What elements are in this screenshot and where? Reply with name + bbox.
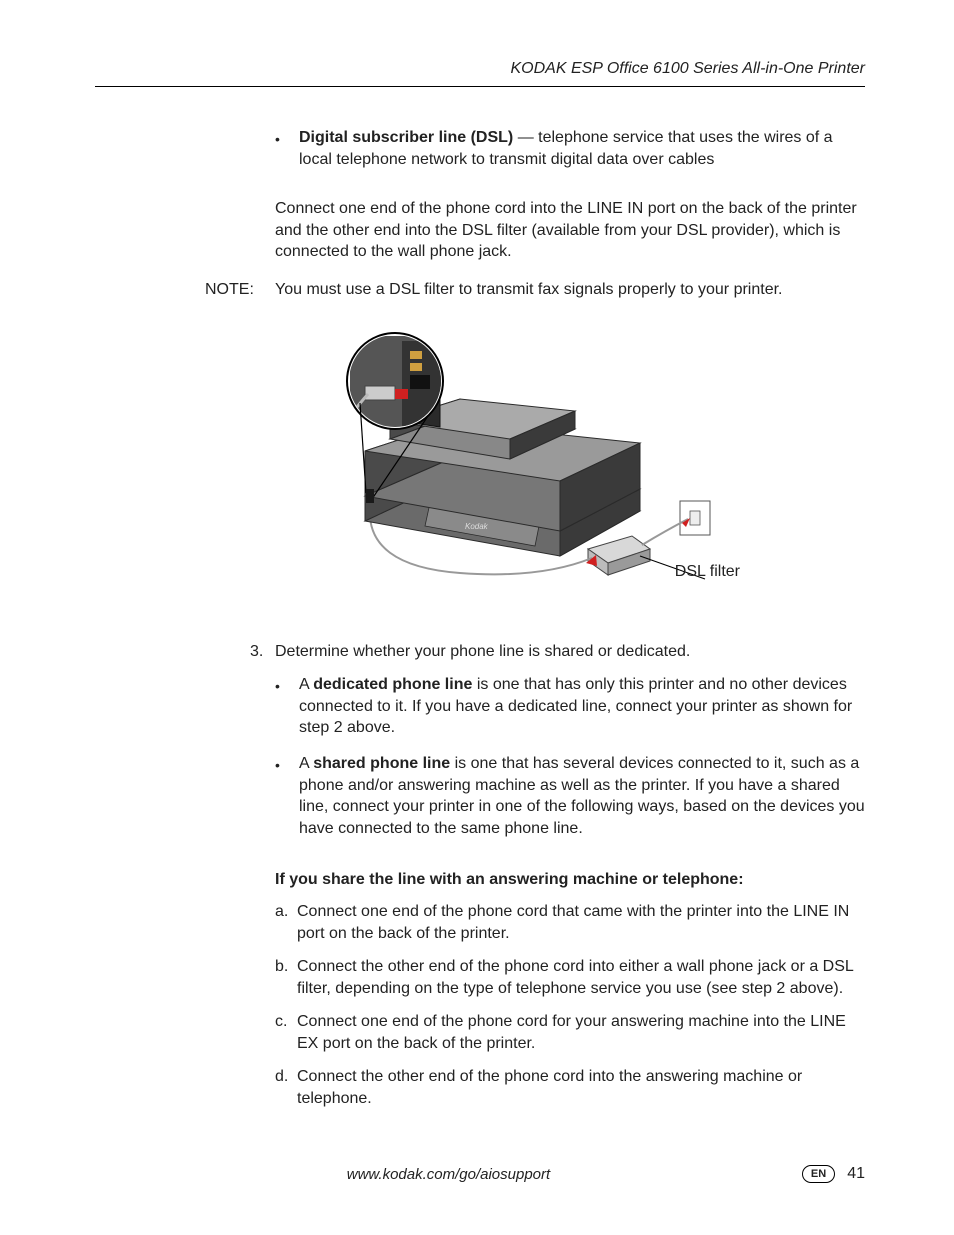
dedicated-bold: dedicated phone line: [313, 676, 472, 693]
step-3: 3. Determine whether your phone line is …: [250, 641, 865, 663]
page-header-title: KODAK ESP Office 6100 Series All-in-One …: [95, 60, 865, 86]
footer-right: EN 41: [802, 1165, 865, 1183]
svg-text:Kodak: Kodak: [465, 522, 489, 531]
step-a-letter: a.: [275, 901, 297, 944]
step-b-text: Connect the other end of the phone cord …: [297, 956, 865, 999]
dedicated-prefix: A: [299, 676, 313, 693]
page-footer: www.kodak.com/go/aiosupport EN 41: [95, 1165, 865, 1183]
subhead-colon: :: [738, 871, 743, 888]
page-number: 41: [847, 1165, 865, 1183]
dsl-paragraph: Connect one end of the phone cord into t…: [275, 198, 865, 263]
dedicated-bullet: A dedicated phone line is one that has o…: [275, 674, 865, 739]
printer-dsl-figure: Kodak: [310, 331, 740, 601]
shared-prefix: A: [299, 755, 313, 772]
step-a: a. Connect one end of the phone cord tha…: [275, 901, 865, 944]
bullet-icon: [275, 753, 299, 839]
step-b-letter: b.: [275, 956, 297, 999]
shared-text: A shared phone line is one that has seve…: [299, 753, 865, 839]
step-3-number: 3.: [250, 641, 275, 663]
dsl-bullet-text: Digital subscriber line (DSL) — telephon…: [299, 127, 865, 170]
step-c: c. Connect one end of the phone cord for…: [275, 1011, 865, 1054]
step-d-letter: d.: [275, 1066, 297, 1109]
step-d: d. Connect the other end of the phone co…: [275, 1066, 865, 1109]
subhead-share-answering: If you share the line with an answering …: [275, 869, 865, 891]
page-body: KODAK ESP Office 6100 Series All-in-One …: [95, 60, 865, 1122]
note-row: NOTE: You must use a DSL filter to trans…: [205, 279, 865, 301]
step-3-text: Determine whether your phone line is sha…: [275, 641, 690, 663]
step-c-text: Connect one end of the phone cord for yo…: [297, 1011, 865, 1054]
step-a-text: Connect one end of the phone cord that c…: [297, 901, 865, 944]
bullet-icon: [275, 674, 299, 739]
dsl-bold: Digital subscriber line (DSL): [299, 129, 513, 146]
step-c-letter: c.: [275, 1011, 297, 1054]
step-d-text: Connect the other end of the phone cord …: [297, 1066, 865, 1109]
step-3-bullets: A dedicated phone line is one that has o…: [275, 674, 865, 839]
shared-bold: shared phone line: [313, 755, 450, 772]
step-b: b. Connect the other end of the phone co…: [275, 956, 865, 999]
dsl-bullet: Digital subscriber line (DSL) — telephon…: [275, 127, 865, 170]
language-badge: EN: [802, 1165, 835, 1183]
note-label: NOTE:: [205, 279, 275, 301]
content-area: Digital subscriber line (DSL) — telephon…: [275, 127, 865, 1110]
bullet-icon: [275, 127, 299, 170]
figure-caption: DSL filter: [675, 561, 740, 583]
subhead-text: If you share the line with an answering …: [275, 871, 738, 888]
header-rule: [95, 86, 865, 87]
lettered-steps: a. Connect one end of the phone cord tha…: [275, 901, 865, 1110]
dedicated-text: A dedicated phone line is one that has o…: [299, 674, 865, 739]
note-text: You must use a DSL filter to transmit fa…: [275, 279, 783, 301]
shared-bullet: A shared phone line is one that has seve…: [275, 753, 865, 839]
footer-url: www.kodak.com/go/aiosupport: [95, 1166, 802, 1183]
